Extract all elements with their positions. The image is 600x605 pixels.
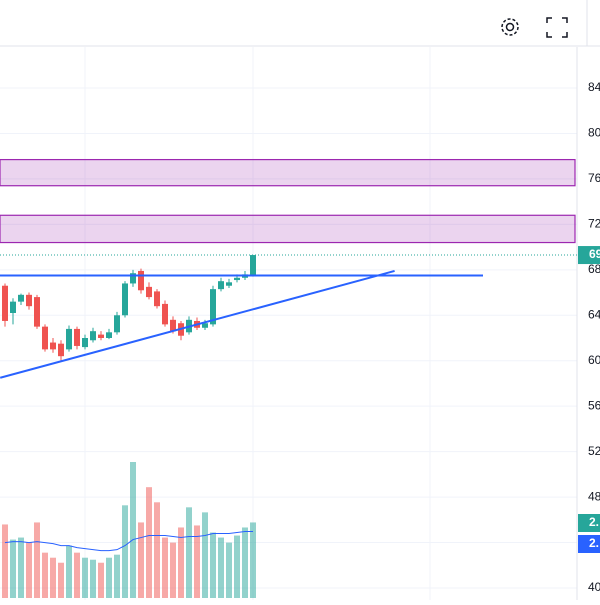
candle-body <box>210 289 216 325</box>
candle-body <box>202 323 208 328</box>
candle-body <box>250 255 256 276</box>
candle-body <box>114 315 120 333</box>
y-tick-label: 68 <box>588 262 600 276</box>
last-price-label: 69 <box>589 247 600 261</box>
volume-bar <box>122 505 128 598</box>
candle-body <box>18 294 24 302</box>
y-tick-label: 60 <box>588 353 600 367</box>
toolbar <box>0 0 600 46</box>
volume-badge <box>578 514 600 532</box>
volume-bar <box>162 537 168 598</box>
volume-bar <box>34 522 40 598</box>
y-tick-label: 40 <box>588 580 600 594</box>
volume-badge <box>578 535 600 553</box>
candle-body <box>50 342 56 350</box>
candle-body <box>42 326 48 350</box>
volume-badge-label: 2. <box>589 515 599 529</box>
volume-bar <box>82 557 88 598</box>
volume-bar <box>66 545 72 598</box>
candle-body <box>98 334 104 338</box>
y-tick-label: 84 <box>588 80 600 94</box>
volume-bar <box>194 525 200 598</box>
volume-bar <box>50 557 56 598</box>
candle-body <box>226 282 232 286</box>
candle-body <box>90 331 96 341</box>
trend-line <box>0 269 395 379</box>
volume-bar <box>218 537 224 598</box>
candle-body <box>74 328 80 346</box>
volume-badge-label: 2. <box>589 536 599 550</box>
volume-bar <box>226 542 232 598</box>
candle-body <box>58 343 64 357</box>
volume-ma-line <box>4 531 253 552</box>
volume-bar <box>170 542 176 598</box>
volume-bar <box>210 532 216 598</box>
y-tick-label: 80 <box>588 126 600 140</box>
volume-bar <box>42 552 48 598</box>
candle-body <box>162 303 168 325</box>
volume-bar <box>2 524 8 598</box>
last-price-badge <box>578 246 600 265</box>
candle-body <box>234 277 240 281</box>
volume-bar <box>98 562 104 598</box>
volume-bar <box>58 562 64 598</box>
candle-body <box>26 294 32 307</box>
volume-bar <box>154 502 160 598</box>
candle-body <box>2 285 8 321</box>
candle-body <box>154 291 160 307</box>
volume-bar <box>202 512 208 598</box>
candle-body <box>138 270 144 291</box>
volume-bar <box>26 542 32 598</box>
volume-bar <box>234 535 240 598</box>
candle-body <box>170 319 176 332</box>
candle-body <box>130 273 136 284</box>
volume-bar <box>106 557 112 598</box>
volume-bar <box>130 462 136 598</box>
y-tick-label: 48 <box>588 489 600 503</box>
candle-body <box>218 281 224 290</box>
candle-body <box>34 297 40 327</box>
candle-body <box>122 283 128 316</box>
y-tick-label: 76 <box>588 171 600 185</box>
volume-bar <box>10 539 16 598</box>
volume-bar <box>242 527 248 598</box>
volume-bar <box>146 487 152 598</box>
candle-body <box>82 338 88 348</box>
settings-button[interactable] <box>501 18 519 36</box>
volume-bar <box>90 559 96 598</box>
fullscreen-button[interactable] <box>546 17 568 38</box>
candle-body <box>146 286 152 298</box>
candle-body <box>106 332 112 338</box>
y-tick-label: 56 <box>588 398 600 412</box>
volume-bar <box>186 507 192 598</box>
y-tick-label: 72 <box>588 217 600 231</box>
candle-body <box>10 301 16 313</box>
volume-bar <box>138 522 144 598</box>
volume-bar <box>18 537 24 598</box>
zone <box>0 214 576 244</box>
y-tick-label: 52 <box>588 444 600 458</box>
zone <box>0 158 576 187</box>
volume-bar <box>74 552 80 598</box>
volume-bar <box>250 522 256 598</box>
volume-bar <box>178 527 184 598</box>
candle-body <box>66 328 72 350</box>
y-tick-label: 64 <box>588 307 600 321</box>
volume-bar <box>114 554 120 598</box>
